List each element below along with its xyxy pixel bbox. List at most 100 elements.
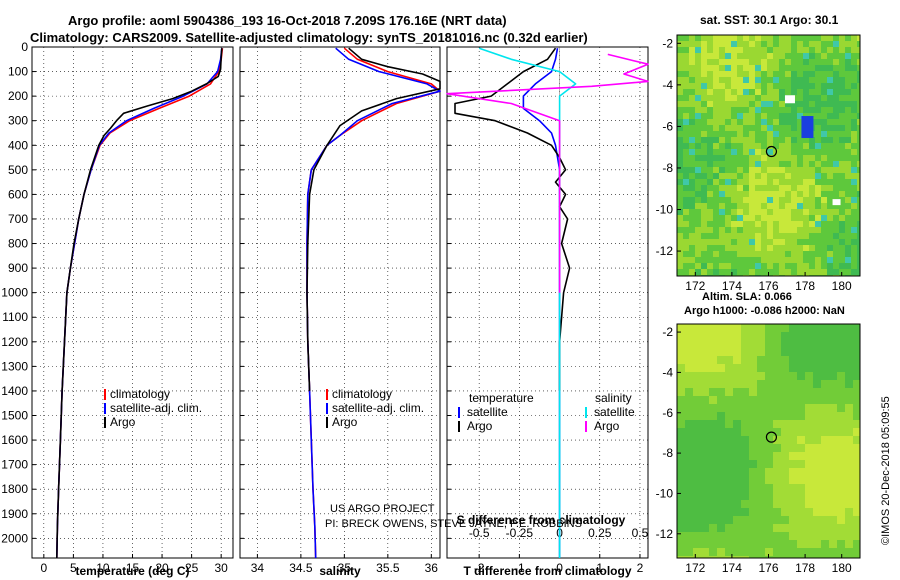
sla-map-cell	[749, 380, 757, 388]
sst-map-cell	[683, 263, 689, 269]
sla-map-cell	[725, 516, 733, 524]
sst-map-cell	[749, 179, 755, 185]
sst-map-cell	[761, 101, 767, 107]
sst-map-cell	[845, 41, 851, 47]
sst-map-cell	[821, 65, 827, 71]
sst-map-cell	[725, 179, 731, 185]
sst-map-cell	[845, 65, 851, 71]
sla-map-cell	[709, 484, 717, 492]
sla-map-cell	[757, 532, 765, 540]
sst-map-cell	[725, 185, 731, 191]
sla-map-cell	[829, 348, 837, 356]
sst-map-cell	[701, 257, 707, 263]
sla-map-cell	[677, 436, 685, 444]
sst-map-cell	[857, 41, 860, 47]
sst-map-cell	[761, 269, 767, 275]
sst-map-field	[677, 35, 860, 276]
sst-map-cell	[857, 245, 860, 251]
sla-map-cell	[853, 500, 860, 508]
sst-map-cell	[779, 263, 785, 269]
sst-cloud-gap	[784, 95, 795, 104]
sst-map-cell	[857, 113, 860, 119]
sla-map-cell	[685, 444, 693, 452]
sst-map-cell	[857, 263, 860, 269]
sla-map-cell	[717, 324, 725, 332]
sst-map-cell	[767, 239, 773, 245]
sst-map-cell	[773, 215, 779, 221]
sst-map-cell	[791, 257, 797, 263]
sst-map-cell	[851, 203, 857, 209]
sst-map-cell	[707, 197, 713, 203]
sla-map-cell	[733, 452, 741, 460]
sst-map-cell	[815, 89, 821, 95]
sst-map-cell	[683, 149, 689, 155]
sst-map-cell	[689, 227, 695, 233]
sla-map-cell	[837, 364, 845, 372]
sst-map-y-tick-label: -12	[656, 244, 674, 258]
sla-map-cell	[765, 380, 773, 388]
sla-map-cell	[837, 340, 845, 348]
sst-map-cell	[725, 35, 731, 41]
sla-map-cell	[781, 516, 789, 524]
sst-map-cell	[707, 101, 713, 107]
sla-map-cell	[837, 348, 845, 356]
sst-map-cell	[731, 41, 737, 47]
sla-map-cell	[797, 548, 805, 556]
difference-x-tick-label: 0	[556, 561, 563, 575]
sst-map-cell	[845, 263, 851, 269]
sst-map-cell	[833, 89, 839, 95]
sst-map-cell	[755, 137, 761, 143]
sst-map-cell	[713, 149, 719, 155]
sla-map-cell	[773, 372, 781, 380]
sst-map-cell	[749, 125, 755, 131]
sst-map-cell	[845, 125, 851, 131]
sst-map-cell	[695, 269, 701, 275]
sla-map-cell	[845, 484, 853, 492]
sst-map-cell	[791, 137, 797, 143]
sst-map-cell	[809, 167, 815, 173]
sst-map-cell	[707, 41, 713, 47]
sla-map-cell	[693, 556, 701, 558]
sla-map-cell	[733, 388, 741, 396]
sst-map-cell	[725, 95, 731, 101]
sla-map-cell	[693, 548, 701, 556]
sst-map-cell	[755, 143, 761, 149]
sla-map-cell	[757, 444, 765, 452]
sla-map-cell	[717, 484, 725, 492]
sst-map-cell	[797, 227, 803, 233]
sla-map-cell	[773, 412, 781, 420]
sst-map-cell	[707, 167, 713, 173]
sla-map-cell	[677, 404, 685, 412]
sla-map-cell	[789, 420, 797, 428]
sst-map-cell	[707, 113, 713, 119]
sst-map-cell	[719, 197, 725, 203]
sla-map-cell	[829, 324, 837, 332]
sst-map-cell	[809, 53, 815, 59]
temperature-x-tick-label: 20	[155, 561, 169, 575]
sst-map-cell	[725, 233, 731, 239]
sst-map-cell	[761, 95, 767, 101]
sla-map-cell	[733, 532, 741, 540]
sla-map-cell	[725, 492, 733, 500]
difference-x-label: T difference from climatology	[463, 564, 631, 578]
sst-map-x-tick-label: 172	[685, 279, 705, 293]
sla-map-cell	[749, 500, 757, 508]
sst-map-cell	[707, 233, 713, 239]
sla-map-cell	[773, 396, 781, 404]
sst-map-cell	[785, 41, 791, 47]
diff-legend-salinity-title: salinity	[595, 391, 632, 405]
sst-map-cell	[791, 131, 797, 137]
sst-map-cell	[845, 77, 851, 83]
sla-map-cell	[789, 380, 797, 388]
sla-map-cell	[813, 460, 821, 468]
sst-map-cell	[683, 245, 689, 251]
sst-map-cell	[689, 95, 695, 101]
sst-map-cell	[731, 35, 737, 41]
sla-map-cell	[853, 348, 860, 356]
sla-map-cell	[853, 428, 860, 436]
sla-map-cell	[797, 348, 805, 356]
sst-map-cell	[767, 119, 773, 125]
sst-map-cell	[803, 41, 809, 47]
sst-map-cell	[809, 107, 815, 113]
sst-map-cell	[797, 161, 803, 167]
